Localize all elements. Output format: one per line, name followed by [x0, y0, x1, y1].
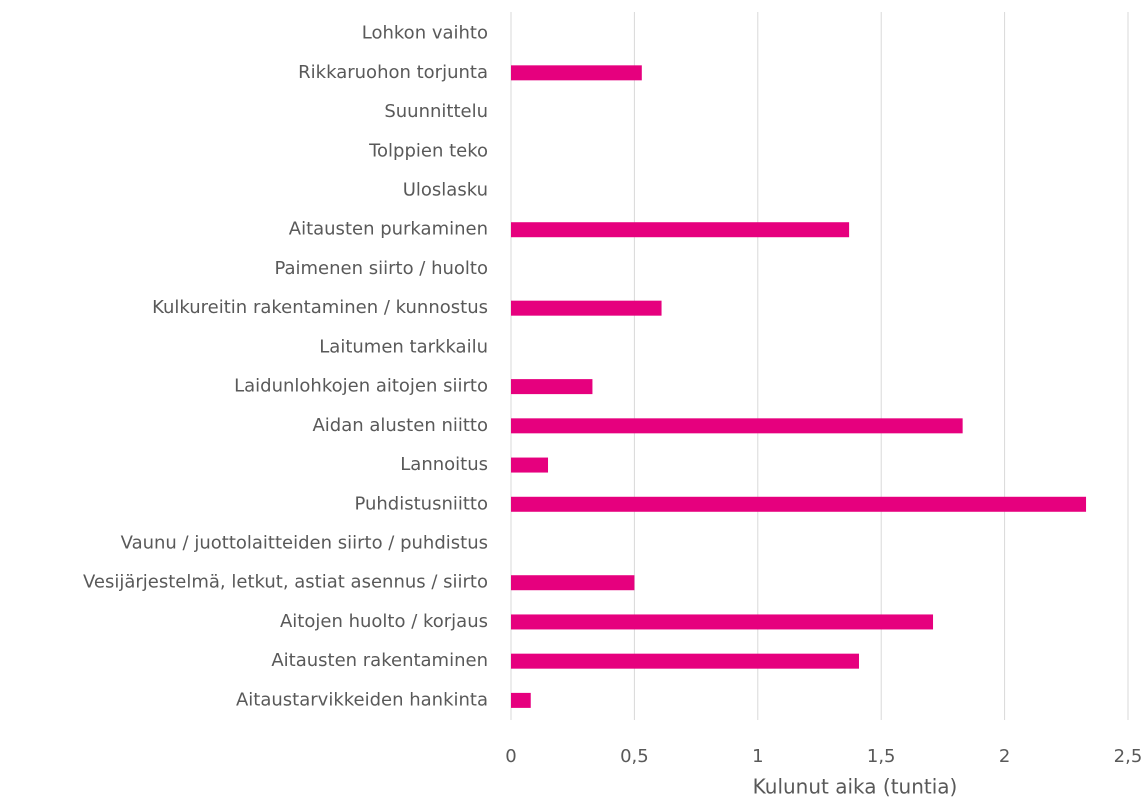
x-tick-label: 1,5	[867, 746, 896, 767]
y-tick-label: Vaunu / juottolaitteiden siirto / puhdis…	[121, 533, 488, 554]
y-tick-label: Lannoitus	[400, 454, 488, 475]
y-tick-label: Tolppien teko	[368, 140, 488, 161]
y-tick-label: Kulkureitin rakentaminen / kunnostus	[152, 297, 488, 318]
y-tick-label: Aidan alusten niitto	[312, 415, 488, 436]
bar	[511, 457, 549, 473]
y-tick-label: Suunnittelu	[384, 101, 488, 122]
x-tick-label: 0,5	[620, 746, 649, 767]
bar	[511, 692, 531, 708]
y-tick-label: Puhdistusniitto	[354, 493, 488, 514]
bar	[511, 653, 859, 669]
bar	[511, 222, 850, 238]
y-tick-label: Aitausten rakentaminen	[271, 650, 488, 671]
y-tick-label: Rikkaruohon torjunta	[298, 62, 488, 83]
y-tick-label: Laidunlohkojen aitojen siirto	[234, 376, 488, 397]
y-tick-label: Paimenen siirto / huolto	[274, 258, 488, 279]
bar	[511, 575, 635, 591]
y-tick-label: Laitumen tarkkailu	[319, 336, 488, 357]
x-tick-label: 2	[999, 746, 1010, 767]
bar	[511, 65, 642, 81]
bar	[511, 496, 1087, 512]
y-tick-label: Lohkon vaihto	[362, 23, 488, 44]
bar	[511, 300, 662, 316]
bar	[511, 614, 934, 630]
y-tick-label: Aitausten purkaminen	[289, 219, 488, 240]
y-tick-label: Aitojen huolto / korjaus	[280, 611, 488, 632]
y-tick-label: Vesijärjestelmä, letkut, astiat asennus …	[83, 572, 488, 593]
y-tick-label: Uloslasku	[403, 180, 488, 201]
bar	[511, 379, 593, 395]
y-tick-label: Aitaustarvikkeiden hankinta	[236, 689, 488, 710]
x-tick-label: 0	[505, 746, 516, 767]
x-axis-title: Kulunut aika (tuntia)	[753, 775, 958, 799]
bar	[511, 418, 963, 434]
x-tick-label: 1	[752, 746, 763, 767]
x-tick-label: 2,5	[1114, 746, 1143, 767]
